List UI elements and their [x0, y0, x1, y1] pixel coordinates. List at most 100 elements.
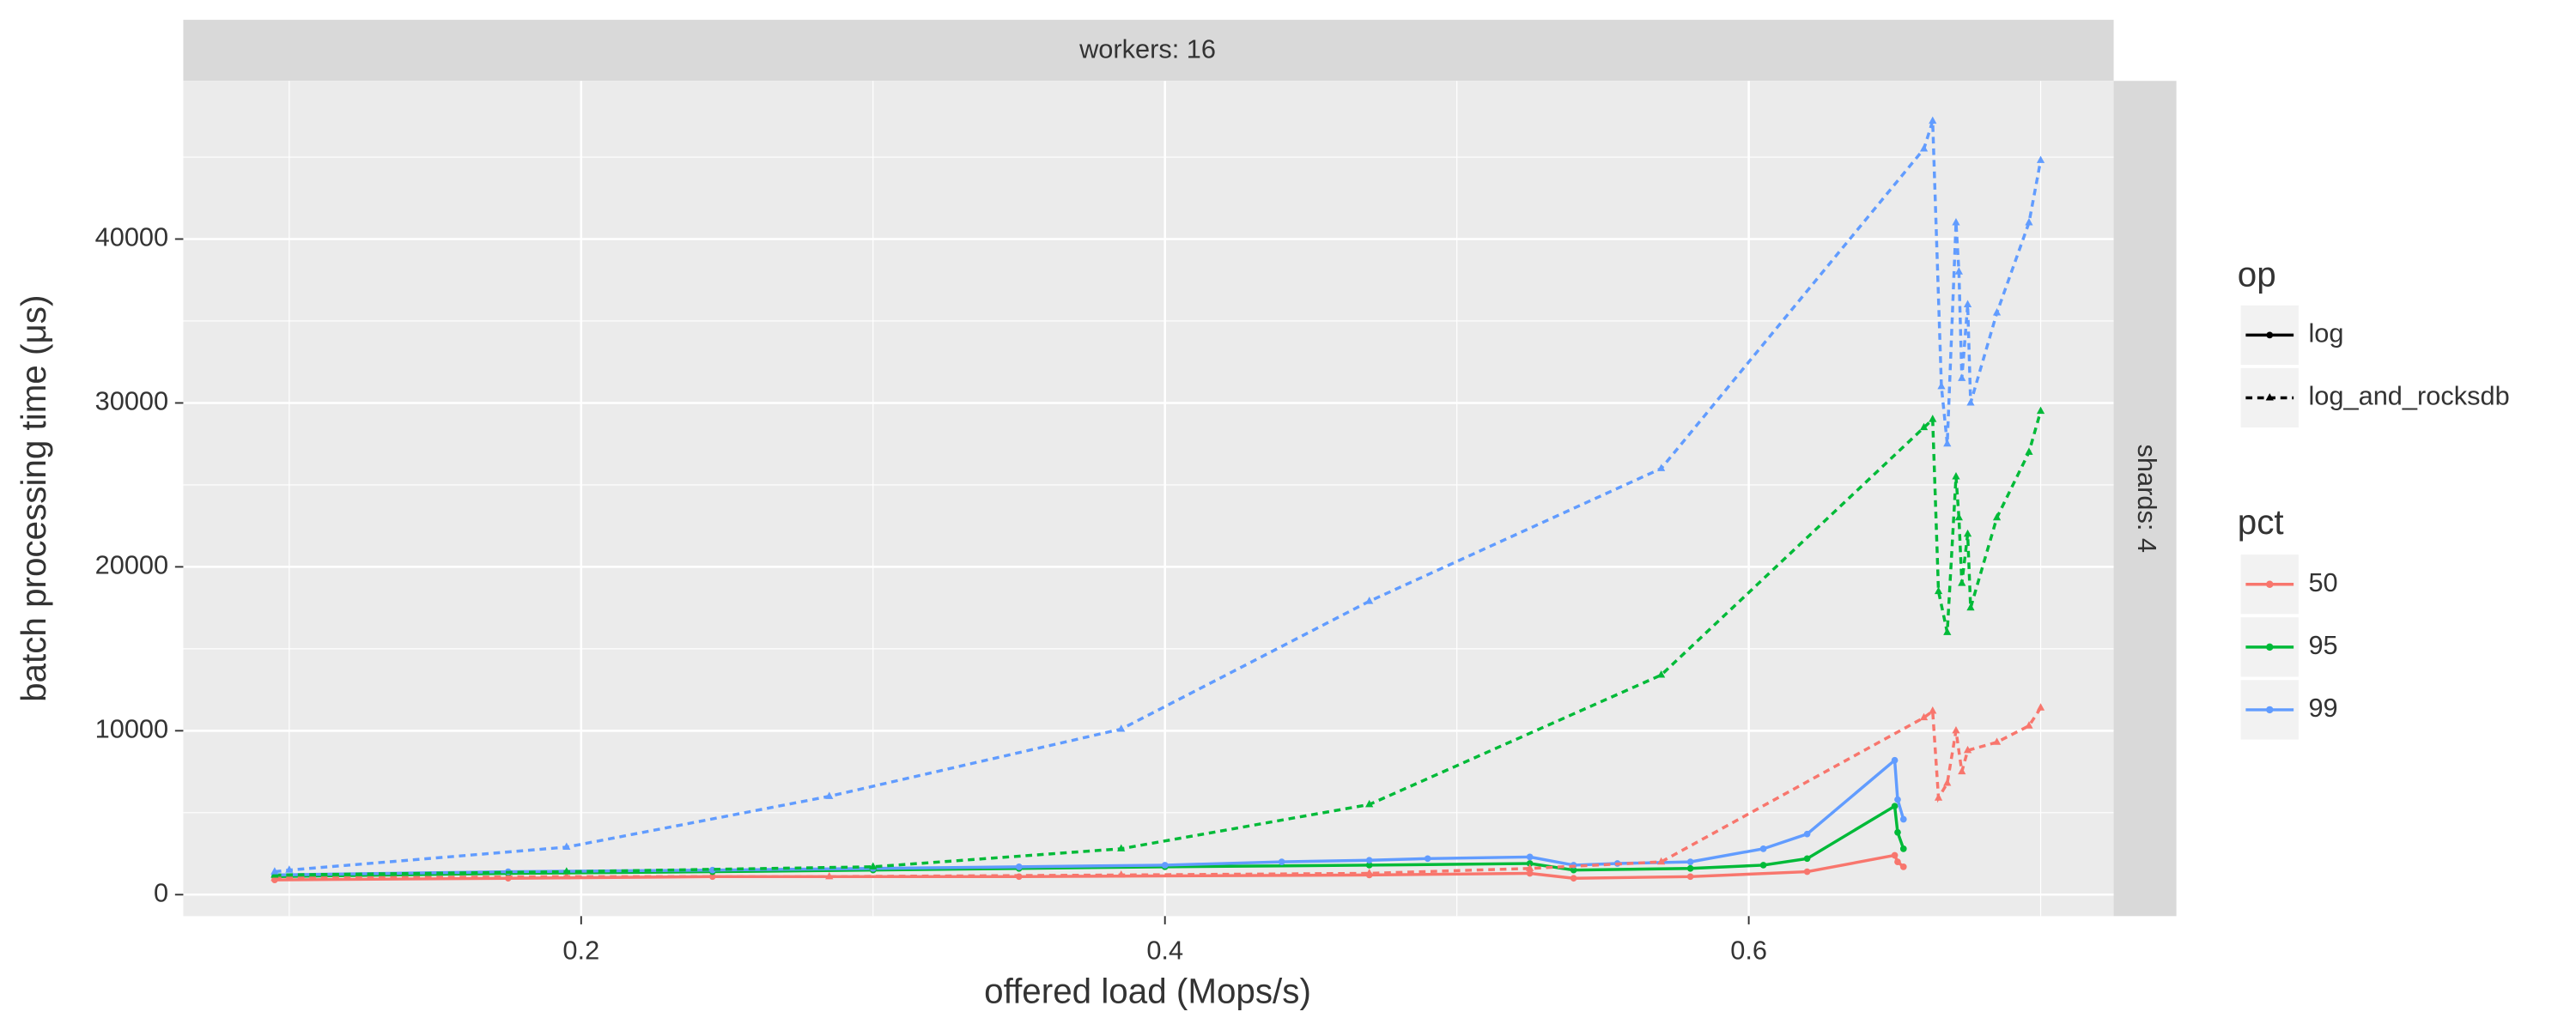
point [562, 871, 571, 880]
point [562, 867, 571, 875]
facet-label-top: workers: 16 [1078, 34, 1216, 64]
point [2025, 218, 2033, 226]
point [1943, 779, 1952, 786]
point [1803, 830, 1811, 838]
legend-title: pct [2238, 502, 2284, 542]
point [1686, 864, 1694, 872]
y-axis-title: batch processing time (μs) [14, 295, 53, 702]
legend-point [2266, 580, 2274, 588]
point [2036, 406, 2045, 415]
legend-point [2266, 706, 2274, 714]
point [1958, 373, 1966, 381]
point [1929, 706, 1937, 714]
panel [183, 81, 2114, 917]
legend-label: 99 [2308, 693, 2337, 723]
point [2036, 155, 2045, 163]
plot-area [270, 116, 2045, 883]
y-tick-label: 10000 [95, 713, 169, 743]
point [1894, 858, 1901, 865]
point [1992, 512, 2002, 521]
point [1117, 870, 1126, 878]
point [1686, 858, 1694, 865]
point [1365, 862, 1373, 869]
point [1929, 415, 1937, 422]
x-tick-label: 0.2 [562, 936, 599, 966]
point [1657, 670, 1666, 678]
y-tick-label: 20000 [95, 550, 169, 580]
point [1966, 603, 1975, 611]
point [1117, 724, 1126, 732]
y-tick-label: 0 [154, 877, 168, 907]
point [1891, 756, 1899, 764]
point [1958, 579, 1966, 586]
point [1657, 464, 1666, 471]
point [1943, 439, 1952, 447]
point [1570, 866, 1577, 874]
point [1657, 857, 1666, 865]
legend-title: op [2238, 255, 2276, 294]
point [1759, 862, 1767, 869]
point [1963, 300, 1972, 307]
legend-label: 95 [2308, 630, 2337, 660]
x-tick-label: 0.4 [1146, 936, 1183, 966]
series-line [274, 410, 2043, 877]
point [1943, 627, 1952, 635]
point [1686, 873, 1694, 881]
point [2265, 393, 2274, 401]
point [1954, 267, 1963, 275]
point [1526, 869, 1534, 877]
facet-strip-right [2113, 81, 2177, 917]
point [285, 865, 294, 873]
point [1570, 875, 1577, 882]
point [1015, 863, 1023, 870]
point [1278, 858, 1285, 865]
legend-label: 50 [2308, 567, 2337, 597]
point [1526, 853, 1534, 861]
point [1966, 398, 1975, 406]
point [1891, 851, 1899, 859]
point [1365, 869, 1374, 876]
point [869, 862, 878, 869]
point [1365, 799, 1374, 808]
point [1891, 803, 1899, 810]
point [1963, 745, 1972, 754]
point [1894, 828, 1901, 836]
facet-strip-top [183, 20, 2114, 82]
point [270, 867, 279, 875]
legend-label: log_and_rocksdb [2308, 381, 2509, 411]
point [1952, 725, 1960, 734]
point [1803, 855, 1811, 863]
point [1894, 796, 1901, 803]
point [1365, 597, 1374, 604]
point [1937, 381, 1946, 390]
point [1934, 586, 1943, 595]
x-axis-title: offered load (Mops/s) [984, 971, 1311, 1010]
point [825, 871, 834, 880]
point [1934, 793, 1943, 801]
point [2025, 447, 2033, 455]
point [1919, 144, 1929, 152]
point [1899, 863, 1907, 870]
y-tick-label: 40000 [95, 222, 169, 252]
facet-label-right: shards: 4 [2132, 445, 2162, 553]
point [1929, 116, 1937, 124]
legend-point [2266, 643, 2274, 651]
point [1803, 868, 1811, 876]
point [1992, 737, 2002, 745]
point [2025, 721, 2033, 729]
point [1919, 712, 1929, 721]
point [1958, 766, 1966, 775]
point [562, 842, 571, 851]
point [1952, 218, 1960, 226]
point [825, 791, 834, 799]
point [1365, 857, 1373, 864]
point [1526, 860, 1534, 867]
point [1424, 855, 1431, 863]
point [1526, 863, 1534, 871]
point [2266, 331, 2274, 339]
point [1963, 529, 1972, 537]
point [1992, 308, 2002, 316]
grid: 0.2 0.4 0.6 0 10000 20000 30000 40000 [95, 81, 2114, 966]
